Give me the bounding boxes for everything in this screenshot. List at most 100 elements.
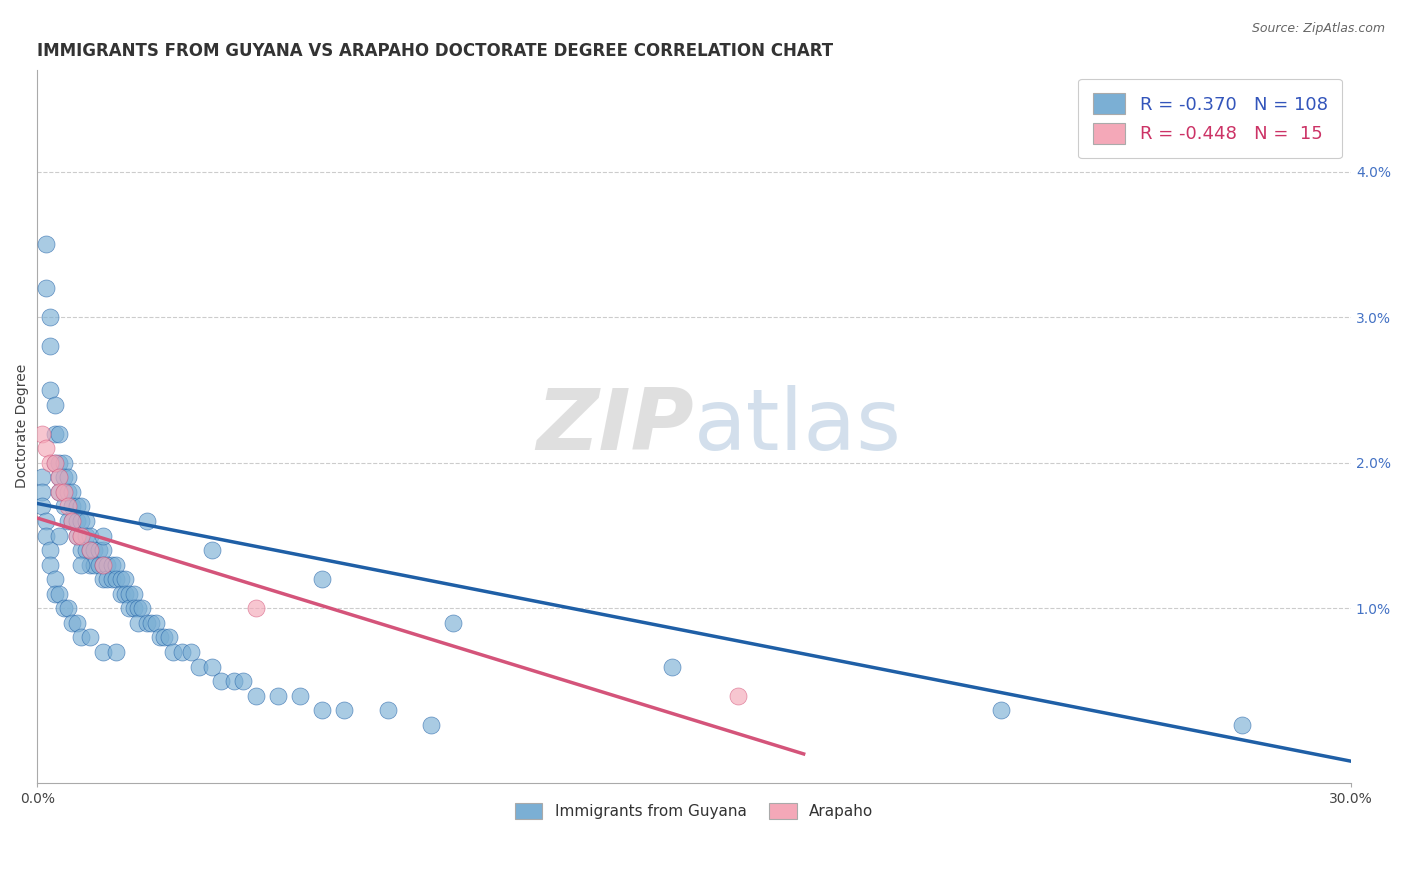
Point <box>35 281 58 295</box>
Point <box>110 587 132 601</box>
Point <box>48 470 70 484</box>
Point <box>39 339 62 353</box>
Text: atlas: atlas <box>695 384 903 467</box>
Point <box>441 615 464 630</box>
Point <box>39 558 62 572</box>
Point <box>105 645 128 659</box>
Point <box>44 456 66 470</box>
Point <box>232 674 254 689</box>
Point <box>96 558 118 572</box>
Point <box>52 456 75 470</box>
Point <box>48 484 70 499</box>
Point <box>105 572 128 586</box>
Point <box>52 500 75 514</box>
Point <box>114 587 136 601</box>
Point <box>180 645 202 659</box>
Point <box>201 543 224 558</box>
Point <box>96 572 118 586</box>
Text: ZIP: ZIP <box>537 384 695 467</box>
Point <box>87 558 110 572</box>
Point <box>70 528 93 542</box>
Point <box>79 528 101 542</box>
Point <box>377 703 399 717</box>
Point <box>52 601 75 615</box>
Point <box>990 703 1012 717</box>
Point <box>39 456 62 470</box>
Point <box>100 558 122 572</box>
Point <box>149 631 172 645</box>
Point <box>91 645 114 659</box>
Point <box>1230 718 1253 732</box>
Point <box>83 543 105 558</box>
Point <box>288 689 311 703</box>
Point <box>162 645 184 659</box>
Point <box>75 528 97 542</box>
Point <box>60 514 83 528</box>
Point <box>245 689 267 703</box>
Point <box>60 514 83 528</box>
Point <box>70 543 93 558</box>
Point <box>311 572 333 586</box>
Point <box>141 615 163 630</box>
Point <box>66 615 89 630</box>
Point <box>56 500 79 514</box>
Point <box>91 528 114 542</box>
Point <box>157 631 180 645</box>
Point <box>70 514 93 528</box>
Point <box>52 484 75 499</box>
Point <box>35 237 58 252</box>
Point <box>91 543 114 558</box>
Point <box>31 426 53 441</box>
Point <box>110 572 132 586</box>
Point <box>56 470 79 484</box>
Point <box>267 689 290 703</box>
Point <box>79 543 101 558</box>
Point <box>35 441 58 455</box>
Point <box>66 528 89 542</box>
Point <box>48 587 70 601</box>
Point <box>245 601 267 615</box>
Text: IMMIGRANTS FROM GUYANA VS ARAPAHO DOCTORATE DEGREE CORRELATION CHART: IMMIGRANTS FROM GUYANA VS ARAPAHO DOCTOR… <box>38 42 834 60</box>
Point <box>118 601 141 615</box>
Point <box>83 558 105 572</box>
Point <box>60 615 83 630</box>
Point <box>75 543 97 558</box>
Point <box>79 558 101 572</box>
Point <box>66 500 89 514</box>
Point <box>48 484 70 499</box>
Point <box>87 543 110 558</box>
Point <box>70 558 93 572</box>
Point <box>44 456 66 470</box>
Point <box>209 674 232 689</box>
Point <box>100 572 122 586</box>
Point <box>131 601 153 615</box>
Point <box>118 587 141 601</box>
Point <box>127 601 149 615</box>
Point <box>79 543 101 558</box>
Point <box>91 558 114 572</box>
Point <box>135 514 157 528</box>
Point <box>31 484 53 499</box>
Point <box>31 470 53 484</box>
Point <box>333 703 356 717</box>
Point <box>420 718 443 732</box>
Point <box>311 703 333 717</box>
Point <box>70 500 93 514</box>
Point <box>60 484 83 499</box>
Point <box>170 645 193 659</box>
Point <box>114 572 136 586</box>
Point <box>188 659 211 673</box>
Point <box>56 601 79 615</box>
Point <box>127 615 149 630</box>
Point <box>56 514 79 528</box>
Point <box>44 397 66 411</box>
Point <box>66 514 89 528</box>
Point <box>79 631 101 645</box>
Point <box>66 528 89 542</box>
Point <box>35 528 58 542</box>
Point <box>48 456 70 470</box>
Point <box>75 514 97 528</box>
Point <box>44 426 66 441</box>
Point <box>48 528 70 542</box>
Point <box>48 470 70 484</box>
